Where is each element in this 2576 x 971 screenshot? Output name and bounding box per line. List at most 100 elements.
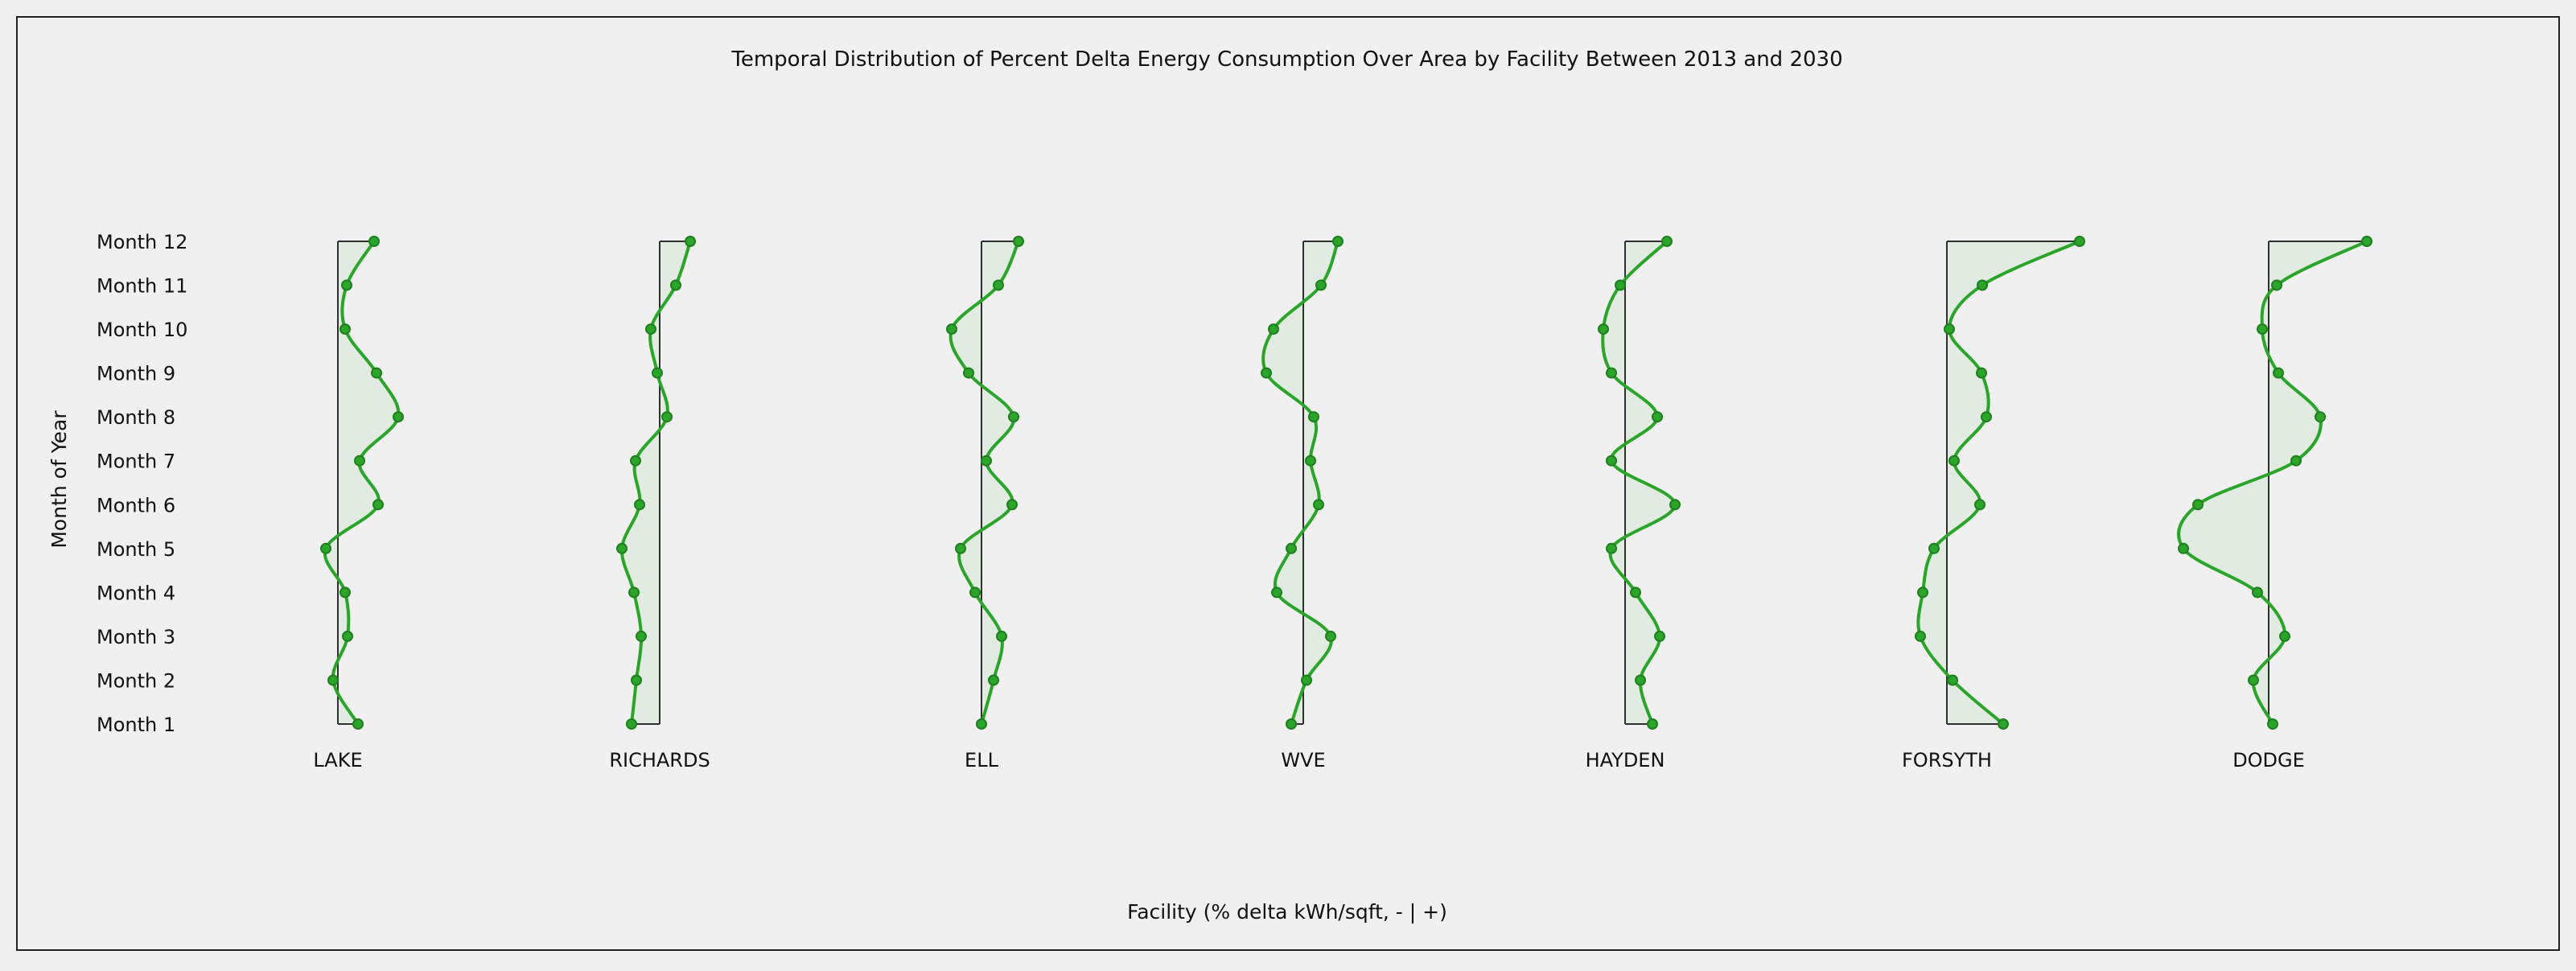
data-point: [1948, 455, 1960, 467]
y-tick-label: Month 2: [97, 669, 175, 692]
y-tick-label: Month 6: [97, 494, 175, 516]
data-point: [1271, 586, 1282, 599]
data-point: [1928, 542, 1940, 554]
data-point: [2279, 630, 2290, 642]
facility-dodge: DODGE: [2177, 236, 2372, 771]
data-point: [993, 279, 1004, 291]
data-point: [1013, 236, 1024, 247]
data-point: [371, 367, 382, 379]
data-point: [2178, 542, 2189, 554]
y-tick-label: Month 8: [97, 406, 175, 429]
facility-area: [1263, 241, 1338, 724]
y-axis-label: Month of Year: [47, 410, 71, 549]
data-point: [1286, 542, 1297, 554]
data-point: [1286, 718, 1297, 730]
data-point: [626, 718, 637, 730]
data-point: [2257, 323, 2268, 335]
data-point: [1647, 718, 1658, 730]
y-tick-label: Month 5: [97, 538, 175, 561]
data-point: [2192, 499, 2204, 511]
data-point: [628, 586, 640, 599]
data-point: [1308, 411, 1319, 423]
data-point: [955, 542, 966, 554]
data-point: [354, 455, 365, 467]
data-point: [1313, 499, 1324, 511]
facility-richards: RICHARDS: [609, 236, 710, 771]
data-point: [2248, 674, 2259, 686]
facility-hayden: HAYDEN: [1586, 236, 1681, 771]
data-point: [339, 323, 351, 335]
data-point: [670, 279, 681, 291]
data-point: [1981, 411, 1992, 423]
data-point: [1261, 367, 1272, 379]
data-point: [1998, 718, 2009, 730]
data-point: [2252, 586, 2263, 599]
data-point: [2290, 455, 2302, 467]
chart-title: Temporal Distribution of Percent Delta E…: [730, 47, 1842, 72]
data-point: [1661, 236, 1673, 247]
data-point: [2273, 367, 2284, 379]
data-point: [1008, 411, 1019, 423]
facility-area: [1603, 241, 1675, 724]
data-point: [1006, 499, 1018, 511]
data-point: [2315, 411, 2326, 423]
data-point: [2074, 236, 2085, 247]
data-point: [352, 718, 364, 730]
data-point: [630, 455, 641, 467]
y-tick-label: Month 3: [97, 626, 175, 648]
x-category-label: FORSYTH: [1902, 749, 1992, 771]
data-point: [1615, 279, 1626, 291]
y-tick-label: Month 10: [97, 319, 187, 341]
facility-area: [621, 241, 690, 724]
data-point: [342, 630, 353, 642]
data-point: [685, 236, 696, 247]
outer-frame: [16, 16, 2560, 951]
data-point: [320, 542, 331, 554]
data-point: [1947, 674, 1958, 686]
data-point: [372, 499, 384, 511]
x-category-label: HAYDEN: [1586, 749, 1665, 771]
data-point: [988, 674, 999, 686]
y-tick-label: Month 9: [97, 363, 175, 385]
data-point: [1325, 630, 1336, 642]
data-point: [2271, 279, 2282, 291]
data-point: [1268, 323, 1279, 335]
facility-area: [1918, 241, 2080, 724]
data-point: [1977, 279, 1988, 291]
data-point: [327, 674, 339, 686]
x-category-label: RICHARDS: [609, 749, 710, 771]
data-point: [636, 630, 647, 642]
data-point: [1315, 279, 1327, 291]
data-point: [2361, 236, 2372, 247]
data-point: [339, 586, 351, 599]
data-point: [1654, 630, 1665, 642]
data-point: [946, 323, 957, 335]
x-category-label: DODGE: [2232, 749, 2305, 771]
x-category-label: ELL: [965, 749, 999, 771]
data-point: [1976, 367, 1987, 379]
y-tick-label: Month 12: [97, 231, 187, 253]
data-point: [1915, 630, 1926, 642]
data-point: [2267, 718, 2278, 730]
x-category-label: LAKE: [313, 749, 362, 771]
data-point: [981, 455, 992, 467]
data-point: [1598, 323, 1609, 335]
y-tick-label: Month 11: [97, 275, 187, 298]
data-point: [1944, 323, 1955, 335]
data-point: [1606, 455, 1617, 467]
data-point: [1606, 542, 1617, 554]
data-point: [1669, 499, 1681, 511]
data-point: [616, 542, 628, 554]
data-point: [1635, 674, 1646, 686]
data-point: [661, 411, 673, 423]
data-point: [634, 499, 645, 511]
y-tick-label: Month 4: [97, 582, 175, 604]
data-point: [976, 718, 987, 730]
x-category-label: WVE: [1281, 749, 1325, 771]
facility-area: [324, 241, 399, 724]
y-tick-label: Month 7: [97, 451, 175, 473]
facility-lake: LAKE: [313, 236, 404, 771]
data-point: [1301, 674, 1312, 686]
facility-ell: ELL: [946, 236, 1024, 771]
